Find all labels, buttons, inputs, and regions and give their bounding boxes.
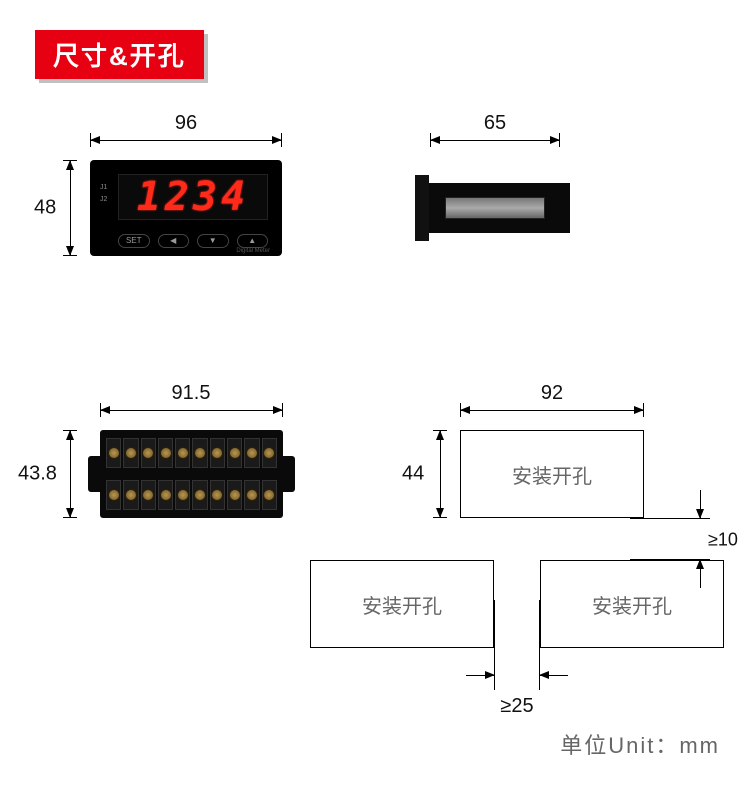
dim-front-height xyxy=(70,160,71,256)
dim-gap-v-value: ≥10 xyxy=(708,530,738,551)
led-digits: 1234 xyxy=(137,174,249,220)
led-display: 1234 xyxy=(118,174,268,220)
cutout-box-top: 安装开孔 xyxy=(460,430,644,518)
cutout-label: 安装开孔 xyxy=(362,590,442,619)
front-indicator-labels: J1 J2 xyxy=(100,182,107,206)
dim-gap-h-value: ≥25 xyxy=(500,695,533,718)
set-button: SET xyxy=(118,234,150,248)
meter-side-view xyxy=(415,175,570,241)
dim-rear-height-value: 43.8 xyxy=(18,463,57,486)
section-title: 尺寸&开孔 xyxy=(53,41,186,71)
indicator-j2: J2 xyxy=(100,194,107,206)
terminal-row-top xyxy=(106,438,277,468)
dim-cutout-width-value: 92 xyxy=(541,382,563,405)
dim-cutout-height-value: 44 xyxy=(402,463,424,486)
dim-cutout-height xyxy=(440,430,441,518)
cutout-box-br: 安装开孔 xyxy=(540,560,724,648)
dim-rear-width-value: 91.5 xyxy=(172,382,211,405)
dim-rear-height xyxy=(70,430,71,518)
dim-gap-horizontal xyxy=(494,675,540,676)
indicator-j1: J1 xyxy=(100,182,107,194)
down-button: ▼ xyxy=(197,234,229,248)
unit-label: 单位Unit：mm xyxy=(560,728,720,760)
dim-side-depth-value: 65 xyxy=(484,112,506,135)
dim-front-width xyxy=(90,140,282,141)
dim-side-depth xyxy=(430,140,560,141)
up-button: ▲ xyxy=(237,234,269,248)
dim-front-width-value: 96 xyxy=(175,112,197,135)
dim-gap-vertical xyxy=(700,518,701,560)
dim-cutout-width xyxy=(460,410,644,411)
cutout-box-bl: 安装开孔 xyxy=(310,560,494,648)
meter-front-view: J1 J2 1234 SET ◀ ▼ ▲ Digital Meter xyxy=(90,160,282,256)
terminal-row-bottom xyxy=(106,480,277,510)
dim-rear-width xyxy=(100,410,283,411)
cutout-label: 安装开孔 xyxy=(512,460,592,489)
front-button-row: SET ◀ ▼ ▲ xyxy=(118,234,268,248)
section-title-banner: 尺寸&开孔 xyxy=(35,30,204,79)
cutout-label: 安装开孔 xyxy=(592,590,672,619)
left-button: ◀ xyxy=(158,234,190,248)
front-brand-text: Digital Meter xyxy=(236,248,270,254)
dim-front-height-value: 48 xyxy=(34,197,56,220)
meter-rear-view xyxy=(100,430,283,518)
